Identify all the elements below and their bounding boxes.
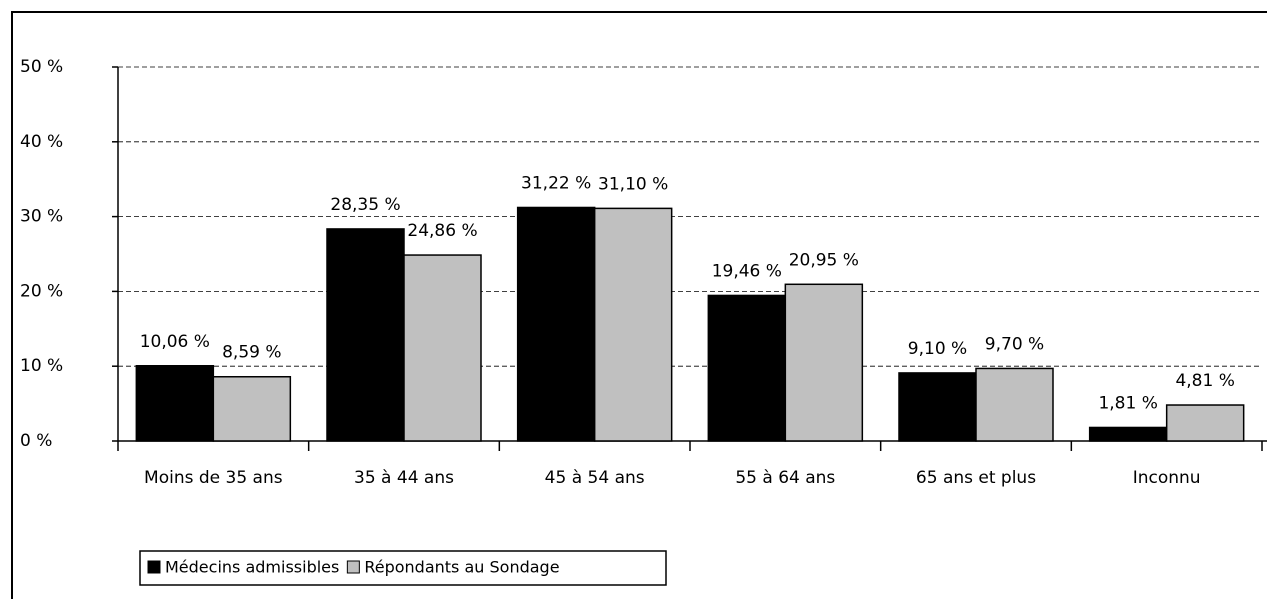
- x-tick-label: Moins de 35 ans: [144, 468, 283, 488]
- x-tick-label: 55 à 64 ans: [735, 468, 836, 488]
- y-tick-label: 30 %: [20, 207, 63, 227]
- x-tick-label: 65 ans et plus: [915, 468, 1037, 488]
- data-label: 28,35 %: [330, 195, 400, 215]
- data-label: 19,46 %: [712, 261, 782, 281]
- x-tick-label: 45 à 54 ans: [544, 468, 645, 488]
- bar: [212, 375, 292, 442]
- y-tick-label: 20 %: [20, 281, 63, 301]
- x-tick-label: Inconnu: [1132, 468, 1201, 488]
- x-tick-label: 35 à 44 ans: [354, 468, 454, 488]
- data-label: 31,10 %: [598, 174, 668, 194]
- bar: [135, 365, 215, 442]
- y-tick-label: 50 %: [20, 57, 63, 77]
- bar: [516, 206, 596, 442]
- y-tick-label: 40 %: [20, 132, 63, 152]
- data-label: 24,86 %: [407, 221, 477, 241]
- legend: Médecins admissibles Répondants au Sondag…: [139, 550, 667, 586]
- legend-label: Médecins admissibles: [165, 558, 339, 577]
- data-label: 31,22 %: [521, 173, 591, 193]
- bar: [784, 283, 864, 442]
- legend-label: Répondants au Sondage: [364, 558, 559, 577]
- data-label: 1,81 %: [1098, 393, 1157, 413]
- legend-swatch: [147, 560, 161, 574]
- chart-border: [11, 11, 1267, 599]
- bar: [898, 372, 977, 442]
- bar: [1165, 404, 1245, 442]
- y-tick-label: 0 %: [20, 431, 52, 451]
- bar: [1088, 426, 1168, 442]
- data-label: 8,59 %: [222, 343, 281, 363]
- bar: [326, 228, 405, 442]
- data-label: 10,06 %: [140, 332, 210, 352]
- bar: [975, 367, 1054, 442]
- data-label: 9,70 %: [985, 334, 1044, 354]
- data-label: 9,10 %: [908, 339, 967, 359]
- data-label: 20,95 %: [789, 250, 859, 270]
- bar: [403, 254, 482, 442]
- legend-swatch: [346, 560, 360, 574]
- legend-box: [139, 550, 667, 586]
- data-label: 4,81 %: [1175, 371, 1234, 391]
- bar: [593, 207, 673, 442]
- bar: [707, 294, 787, 442]
- y-tick-label: 10 %: [20, 356, 63, 376]
